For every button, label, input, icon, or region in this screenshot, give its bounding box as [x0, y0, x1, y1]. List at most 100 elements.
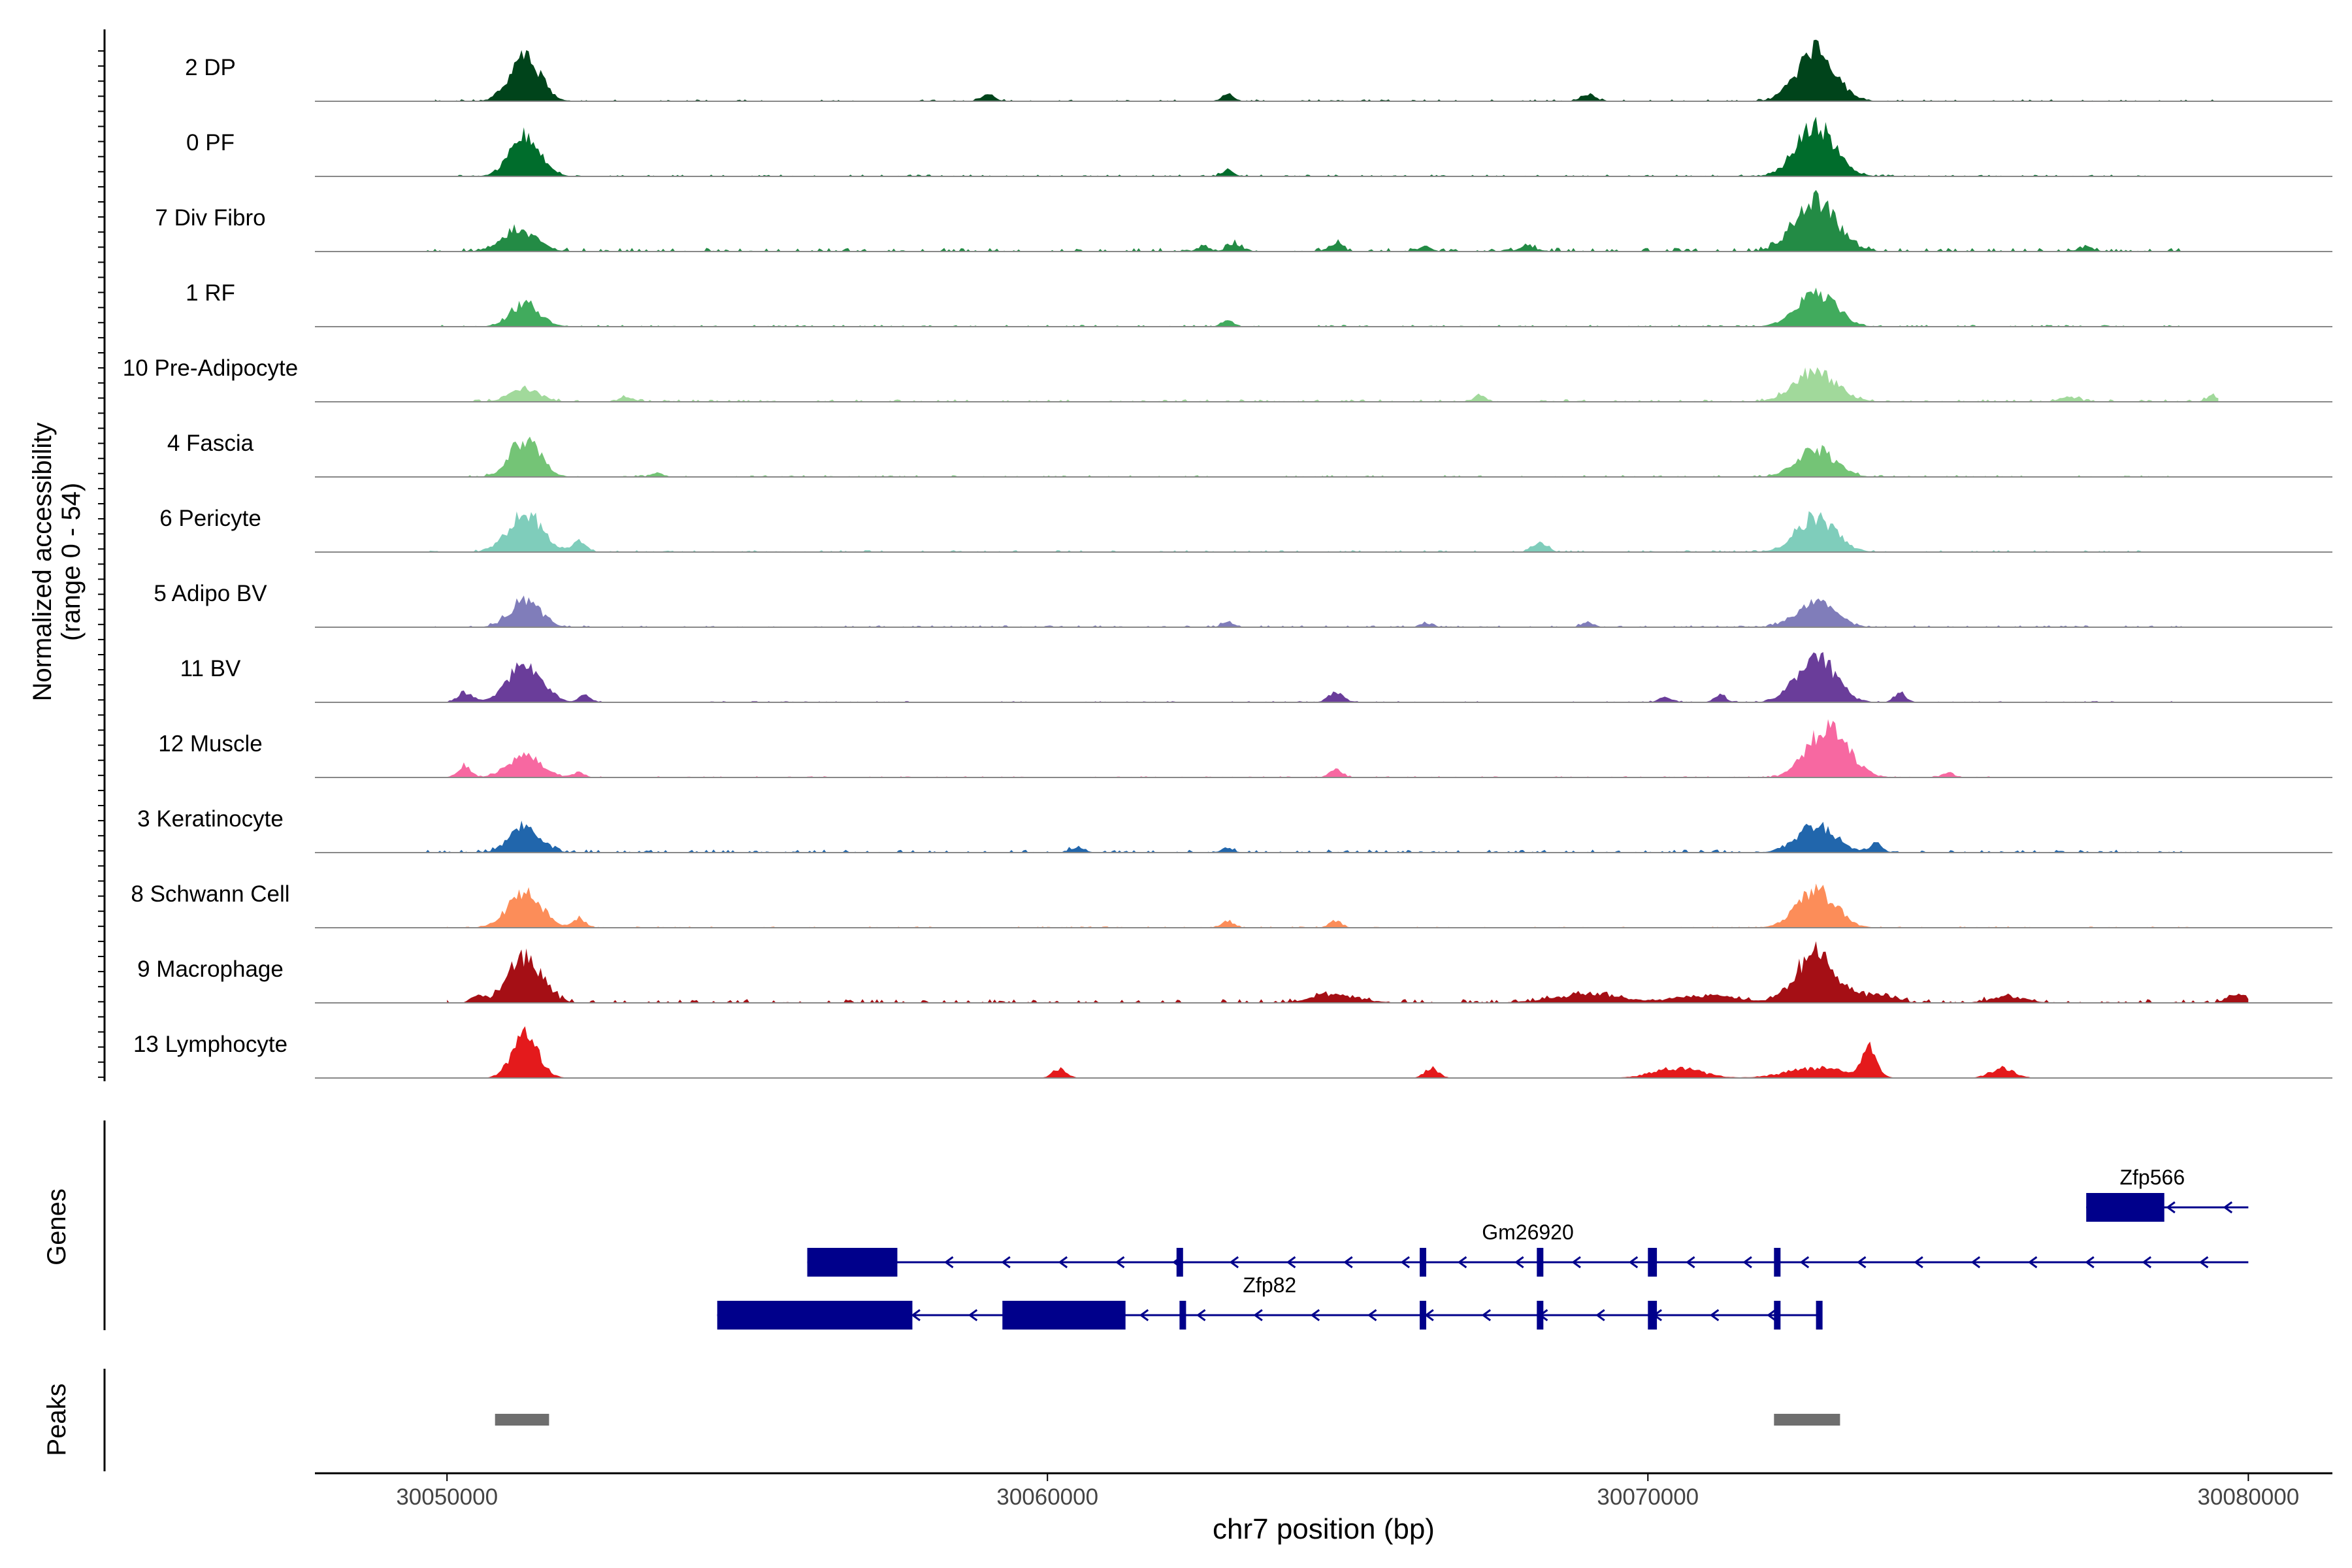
gene-exon: [1176, 1248, 1183, 1277]
x-axis-label: chr7 position (bp): [1213, 1513, 1435, 1545]
y-axis-label-line2: (range 0 - 54): [57, 483, 86, 641]
track-coverage-area: [447, 652, 2189, 702]
strand-arrow: [2166, 1201, 2176, 1214]
strand-arrow: [1253, 1309, 1263, 1322]
strand-arrow: [1286, 1256, 1296, 1269]
x-axis-tick-label: 30080000: [2197, 1484, 2299, 1510]
strand-arrow: [968, 1309, 978, 1322]
strand-arrow: [911, 1309, 921, 1322]
gene-exon: [1420, 1248, 1426, 1277]
strand-arrow: [1196, 1309, 1206, 1322]
peaks-track: [495, 1414, 1840, 1426]
track-label: 1 RF: [186, 280, 235, 306]
strand-arrow: [1481, 1309, 1492, 1322]
track-coverage-area: [423, 511, 2189, 552]
track-4: 1 RF: [186, 280, 2332, 327]
track-coverage-area: [447, 883, 2189, 928]
track-label: 12 Muscle: [158, 731, 263, 757]
strand-arrow: [1514, 1256, 1524, 1269]
track-2: 0 PF: [186, 116, 2332, 177]
track-label: 9 Macrophage: [137, 956, 284, 982]
track-label: 3 Keratinocyte: [137, 806, 284, 832]
peaks-panel-label: Peaks: [42, 1383, 71, 1456]
track-coverage-area: [423, 189, 2189, 252]
gene-exon: [1002, 1301, 1126, 1330]
x-axis-tick-label: 30050000: [396, 1484, 498, 1510]
track-coverage-area: [447, 719, 1997, 777]
strand-arrow: [1595, 1309, 1605, 1322]
track-label: 0 PF: [186, 130, 235, 155]
track-5: 10 Pre-Adipocyte: [123, 355, 2332, 402]
strand-arrow: [1367, 1309, 1377, 1322]
track-label: 7 Div Fibro: [155, 205, 265, 231]
track-9: 11 BV: [180, 652, 2332, 703]
gene-exon: [1179, 1301, 1186, 1330]
track-1: 2 DP: [185, 39, 2332, 102]
peak-region: [495, 1414, 549, 1426]
strand-arrow: [2198, 1256, 2209, 1269]
gene-exon: [1774, 1301, 1781, 1330]
track-3: 7 Div Fibro: [155, 189, 2332, 252]
strand-arrow: [1400, 1256, 1410, 1269]
track-13: 9 Macrophage: [137, 941, 2332, 1004]
track-14: 13 Lymphocyte: [133, 1026, 2332, 1079]
track-label: 4 Fascia: [167, 431, 254, 456]
track-label: 2 DP: [185, 55, 236, 80]
strand-arrow: [1799, 1256, 1810, 1269]
track-coverage-area: [434, 116, 2159, 176]
track-label: 8 Schwann Cell: [131, 881, 289, 907]
track-7: 6 Pericyte: [159, 506, 2332, 553]
gene-exon: [717, 1301, 913, 1330]
gene-exon: [1648, 1301, 1658, 1330]
track-coverage-area: [447, 941, 2249, 1003]
track-11: 3 Keratinocyte: [137, 806, 2332, 853]
strand-arrow: [1001, 1256, 1011, 1269]
y-axis-label-line1: Normalized accessibility: [28, 423, 57, 702]
track-label: 5 Adipo BV: [154, 581, 267, 606]
track-10: 12 Muscle: [158, 719, 2332, 778]
gene-Gm26920: Gm26920: [807, 1220, 2249, 1277]
gene-exon: [1420, 1301, 1426, 1330]
track-coverage-area: [434, 287, 2189, 327]
strand-arrow: [1058, 1256, 1068, 1269]
genes-panel-label: Genes: [42, 1188, 71, 1266]
track-coverage-area: [434, 595, 2189, 627]
strand-arrow: [1709, 1309, 1720, 1322]
coverage-tracks: 2 DP 0 PF 7 Div Fibro 1 RF 10 Pre-Adipocyte 4…: [123, 39, 2332, 1079]
track-coverage-area: [423, 821, 2189, 853]
accessibility-y-axis: [98, 29, 106, 1081]
strand-arrow: [2027, 1256, 2038, 1269]
position-x-axis: 30050000 30060000 30070000 30080000: [315, 1472, 2332, 1510]
gene-exon: [1816, 1301, 1823, 1330]
track-label: 10 Pre-Adipocyte: [123, 355, 298, 381]
gene-exon: [2086, 1193, 2164, 1222]
gene-exon: [807, 1248, 898, 1277]
track-label: 13 Lymphocyte: [133, 1032, 287, 1057]
strand-arrow: [2142, 1256, 2151, 1269]
strand-arrow: [1914, 1256, 1923, 1269]
genes-track: Zfp566 Gm26920 Zfp82: [717, 1166, 2249, 1330]
strand-arrow: [2085, 1256, 2095, 1269]
strand-arrow: [1686, 1256, 1695, 1269]
x-axis-tick-label: 30060000: [996, 1484, 1098, 1510]
strand-arrow: [1856, 1256, 1867, 1269]
gene-exon: [1537, 1248, 1544, 1277]
gene-label: Zfp82: [1243, 1273, 1296, 1297]
track-coverage-area: [465, 436, 2189, 477]
gene-Zfp566: Zfp566: [2086, 1166, 2249, 1222]
strand-arrow: [1310, 1309, 1320, 1322]
strand-arrow: [1742, 1256, 1752, 1269]
strand-arrow: [1457, 1256, 1467, 1269]
track-12: 8 Schwann Cell: [131, 881, 2332, 928]
strand-arrow: [1628, 1256, 1639, 1269]
gene-exon: [1774, 1248, 1781, 1277]
strand-arrow: [2223, 1201, 2233, 1214]
gene-exon: [1537, 1301, 1544, 1330]
strand-arrow: [1767, 1309, 1776, 1322]
track-6: 4 Fascia: [167, 431, 2332, 478]
gene-label: Zfp566: [2119, 1166, 2185, 1189]
track-label: 11 BV: [180, 656, 241, 681]
track-coverage-area: [477, 1026, 2068, 1078]
x-axis-tick-label: 30070000: [1597, 1484, 1699, 1510]
